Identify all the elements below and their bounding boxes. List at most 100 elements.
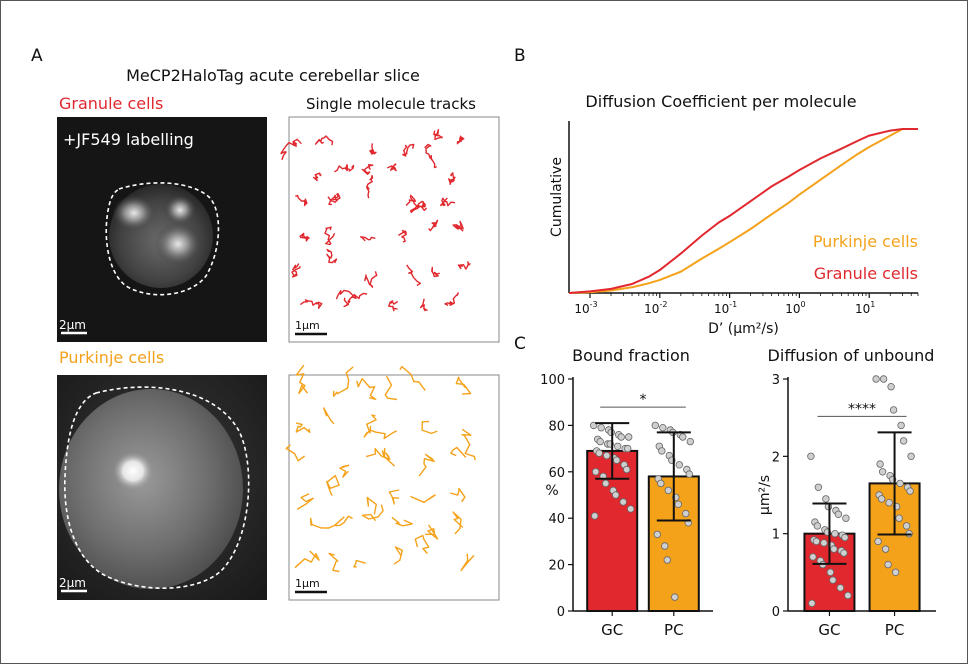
- molecule-track: [450, 446, 467, 458]
- data-point: [808, 599, 816, 607]
- legend-granule-cells: Granule cells: [814, 264, 918, 283]
- data-point: [653, 530, 661, 539]
- molecule-track: [457, 261, 471, 270]
- molecule-track: [421, 420, 438, 435]
- c-y-label: μm²/s: [757, 475, 773, 515]
- molecule-track: [419, 298, 428, 312]
- chart-b-x-tick-label: 100: [785, 300, 805, 316]
- molecule-track: [326, 248, 338, 264]
- data-point: [657, 479, 665, 488]
- data-point: [651, 421, 659, 430]
- data-point: [889, 406, 898, 414]
- panel-b-letter: B: [514, 46, 526, 66]
- data-point: [840, 549, 848, 557]
- data-point: [674, 500, 682, 508]
- molecule-track: [414, 534, 430, 555]
- molecule-track: [314, 135, 334, 146]
- data-point: [596, 437, 604, 446]
- data-point: [807, 452, 815, 460]
- data-point: [597, 424, 605, 432]
- molecule-track: [295, 364, 308, 395]
- data-point: [836, 584, 845, 592]
- c-y-tick-label: 60: [548, 466, 565, 481]
- data-point: [876, 460, 884, 468]
- molecule-track: [448, 172, 456, 185]
- panel-a-title: MeCP2HaloTag acute cerebellar slice: [126, 66, 420, 85]
- c-y-tick-label: 0: [557, 605, 565, 620]
- molecule-track: [424, 143, 437, 169]
- legend-purkinje-cells: Purkinje cells: [813, 232, 918, 251]
- tick-exponent: -1: [729, 300, 737, 309]
- molecule-track: [410, 494, 436, 503]
- tick-base: 10: [855, 302, 870, 316]
- chart-b-x-tick-label: 10-3: [574, 300, 597, 316]
- c-y-tick-label: 2: [772, 450, 780, 465]
- molecule-track: [285, 444, 306, 462]
- chart-b-x-tick-label: 10-2: [644, 300, 667, 316]
- molecule-track: [356, 378, 377, 400]
- molecule-track: [326, 474, 340, 496]
- molecule-track: [324, 226, 336, 246]
- scale-label-purkinje-tracks: 1μm: [295, 577, 320, 590]
- molecule-track: [456, 135, 465, 145]
- c-y-tick-label: 40: [548, 512, 565, 527]
- chart-b-y-label: Cumulative: [549, 157, 565, 237]
- data-point: [612, 491, 620, 499]
- data-point: [614, 442, 622, 450]
- data-point: [664, 486, 672, 495]
- data-point: [885, 499, 893, 507]
- data-point: [897, 421, 905, 430]
- data-point: [830, 545, 838, 553]
- molecule-track: [452, 220, 464, 232]
- data-point: [814, 483, 823, 491]
- tick-exponent: -3: [590, 300, 598, 309]
- c-y-tick-label: 20: [548, 559, 565, 574]
- molecule-track: [312, 172, 322, 182]
- molecule-track: [398, 229, 407, 243]
- purkinje-tracks: [285, 364, 476, 573]
- category-label-pc: PC: [664, 621, 684, 639]
- data-point: [902, 522, 911, 530]
- data-point: [834, 510, 843, 518]
- molecule-track: [291, 263, 301, 278]
- molecule-track: [406, 264, 422, 287]
- molecule-track: [339, 464, 350, 478]
- molecule-track: [433, 129, 443, 141]
- category-label-gc: GC: [601, 621, 623, 639]
- molecule-track: [461, 428, 476, 461]
- molecule-track: [452, 511, 464, 535]
- data-point: [884, 560, 892, 569]
- molecule-track: [361, 164, 374, 175]
- category-label-gc: GC: [818, 621, 840, 639]
- purkinje-tracks-panel: 1μm: [285, 364, 500, 601]
- data-point: [686, 437, 694, 446]
- molecule-track: [280, 138, 302, 161]
- c-y-tick-label: 0: [772, 605, 780, 620]
- molecule-track: [323, 407, 335, 425]
- molecule-track: [387, 163, 397, 172]
- data-point: [899, 437, 908, 445]
- molecule-track: [418, 453, 435, 477]
- tick-base: 10: [714, 302, 729, 316]
- data-point: [685, 470, 693, 478]
- data-point: [906, 487, 914, 495]
- molecule-track: [364, 271, 378, 288]
- molecule-track: [399, 365, 426, 391]
- molecule-track: [444, 292, 460, 306]
- data-point: [624, 444, 632, 453]
- series-line-purkinje-cells: [568, 128, 918, 294]
- data-point: [842, 514, 850, 522]
- molecule-track: [428, 219, 439, 232]
- panel-c: C Bound fraction Diffusion of unbound 0 2…: [514, 334, 936, 639]
- data-point: [671, 593, 679, 601]
- category-label-pc: PC: [885, 621, 905, 639]
- data-point: [663, 556, 671, 564]
- molecule-track: [450, 487, 466, 502]
- tick-base: 10: [644, 302, 659, 316]
- molecule-track: [309, 516, 345, 529]
- molecule-track: [334, 164, 355, 173]
- molecule-track: [328, 552, 340, 573]
- scale-label-granule-tracks: 1μm: [295, 319, 320, 332]
